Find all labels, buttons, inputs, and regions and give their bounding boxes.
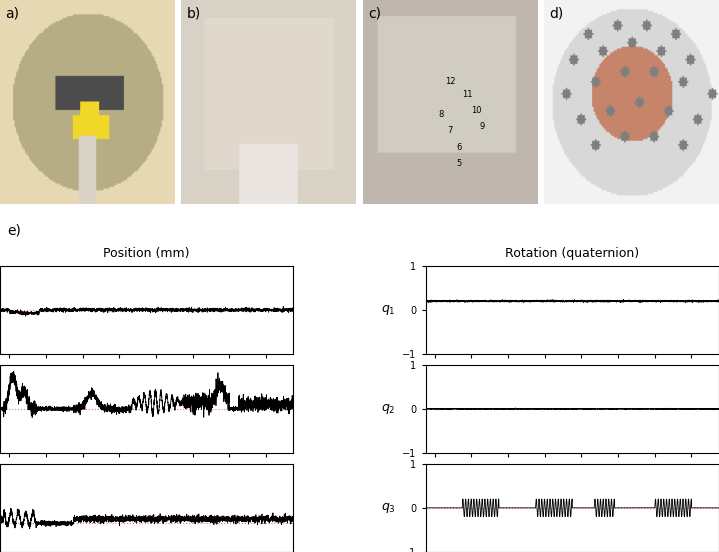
Text: 9: 9 — [479, 122, 485, 131]
Text: e): e) — [7, 224, 21, 237]
Text: 6: 6 — [457, 143, 462, 152]
Text: d): d) — [550, 6, 564, 20]
Text: 5: 5 — [457, 159, 462, 168]
Y-axis label: $q_3$: $q_3$ — [381, 501, 395, 515]
Text: 7: 7 — [447, 126, 453, 135]
Text: b): b) — [187, 6, 201, 20]
Text: 10: 10 — [471, 106, 482, 115]
Text: 8: 8 — [439, 110, 444, 119]
Text: 12: 12 — [445, 77, 456, 86]
Text: c): c) — [368, 6, 381, 20]
Text: a): a) — [5, 6, 19, 20]
Y-axis label: $q_2$: $q_2$ — [381, 402, 395, 416]
Title: Position (mm): Position (mm) — [104, 247, 190, 261]
Text: 11: 11 — [462, 89, 473, 99]
Title: Rotation (quaternion): Rotation (quaternion) — [505, 247, 639, 261]
Y-axis label: $q_1$: $q_1$ — [381, 303, 395, 317]
